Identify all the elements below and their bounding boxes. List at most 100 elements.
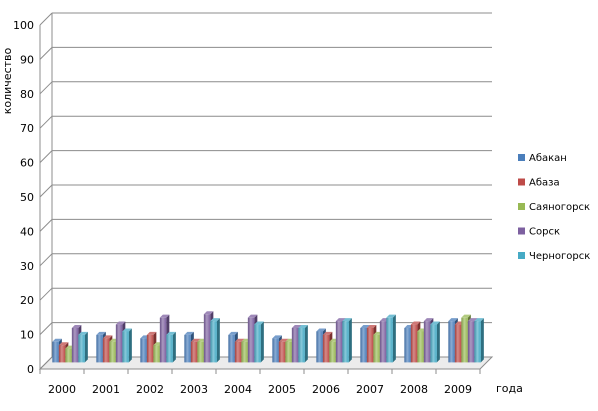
bar [467, 321, 475, 363]
bar-top [210, 318, 220, 322]
bar-top [102, 335, 113, 339]
bar [122, 331, 129, 363]
bar-2003-Черногорск [210, 318, 220, 363]
bar [115, 324, 123, 363]
bar-top [272, 335, 282, 339]
bar-2004-Черногорск [254, 321, 264, 363]
x-tick-label: 2005 [268, 383, 296, 396]
bar-2001-Черногорск [122, 328, 132, 363]
bar-top [430, 321, 440, 325]
bar [342, 321, 349, 363]
y-tick-labels: 0 10 20 30 40 50 60 70 80 90 100 [13, 19, 34, 376]
gridline-wall [39, 81, 53, 95]
legend-label: Сорск [529, 227, 560, 238]
bar-top [316, 328, 326, 332]
bar [184, 334, 191, 363]
gridline-wall [39, 115, 53, 129]
bar-side [128, 328, 132, 363]
bars [52, 311, 484, 363]
bar-top [410, 321, 421, 325]
bar-top [474, 318, 484, 322]
legend-swatch [518, 252, 525, 259]
bar-side [436, 321, 440, 363]
bar [254, 324, 261, 363]
bar-top [78, 331, 88, 335]
y-tick-label: 30 [20, 260, 34, 273]
bar-side [480, 318, 484, 363]
bar [404, 328, 411, 363]
gridline-wall [39, 253, 53, 267]
bar-top [335, 318, 346, 322]
bar-2002-Черногорск [166, 331, 176, 363]
gridlines [39, 12, 492, 370]
bar [417, 331, 424, 363]
legend-label: Абаза [529, 178, 560, 189]
bar-2006-Черногорск [342, 318, 352, 363]
bar [58, 345, 66, 363]
bar-top [247, 314, 258, 318]
bar [210, 321, 217, 363]
bar [386, 317, 393, 363]
gridline-wall [39, 356, 53, 370]
bar-top [342, 318, 352, 322]
bar-top [322, 331, 333, 335]
bar [448, 321, 455, 363]
bar-top [278, 338, 289, 342]
bar-top [228, 331, 238, 335]
bar-top [190, 338, 201, 342]
bar-2005-Черногорск [298, 325, 308, 363]
bar-top [115, 321, 126, 325]
bar [322, 334, 330, 363]
bar [234, 341, 242, 363]
gridline-wall [39, 47, 53, 60]
bar-top [291, 325, 302, 328]
x-tick-label: 2007 [356, 383, 384, 396]
gridline-wall [39, 287, 53, 301]
bar [146, 334, 154, 363]
x-tick-label: 2006 [312, 383, 340, 396]
bar-side [172, 331, 176, 363]
bar [278, 341, 286, 363]
legend-label: Абакан [529, 153, 567, 164]
bar [316, 331, 323, 363]
bar-top [159, 314, 170, 318]
legend-swatch [518, 154, 525, 161]
bar-top [386, 314, 396, 318]
bar [109, 341, 116, 363]
y-tick-label: 20 [20, 294, 34, 307]
bar [373, 334, 380, 363]
legend-swatch [518, 203, 525, 210]
x-tick-label: 2008 [400, 383, 428, 396]
bar-top [122, 328, 132, 332]
bar [166, 334, 173, 363]
bar-2008-Черногорск [430, 321, 440, 363]
legend-swatch [518, 178, 525, 186]
gridline-wall [39, 219, 53, 232]
bar-side [392, 314, 396, 363]
bar [272, 338, 279, 363]
bar-top [360, 325, 370, 328]
bar-top [461, 314, 471, 318]
x-tick-label: 2004 [224, 383, 252, 396]
bar [291, 328, 299, 363]
bar [153, 345, 160, 363]
bar [430, 324, 437, 363]
x-tick-label: 2002 [136, 383, 164, 396]
bar [474, 321, 481, 363]
gridline-wall [39, 322, 53, 335]
x-tick-label: 2003 [180, 383, 208, 396]
y-tick-label: 40 [20, 225, 34, 238]
bar [379, 321, 387, 363]
x-tick-label: 2000 [48, 383, 76, 396]
bar-side [216, 318, 220, 363]
gridline-wall [39, 150, 53, 163]
y-tick-label: 60 [20, 157, 34, 170]
bar [78, 334, 85, 363]
bar-top [203, 311, 214, 315]
gridline-wall [39, 184, 53, 198]
legend-swatch [518, 227, 525, 235]
bar-side [348, 318, 352, 363]
y-tick-label: 50 [20, 191, 34, 204]
bar-top [146, 331, 157, 335]
bar-top [298, 325, 308, 328]
